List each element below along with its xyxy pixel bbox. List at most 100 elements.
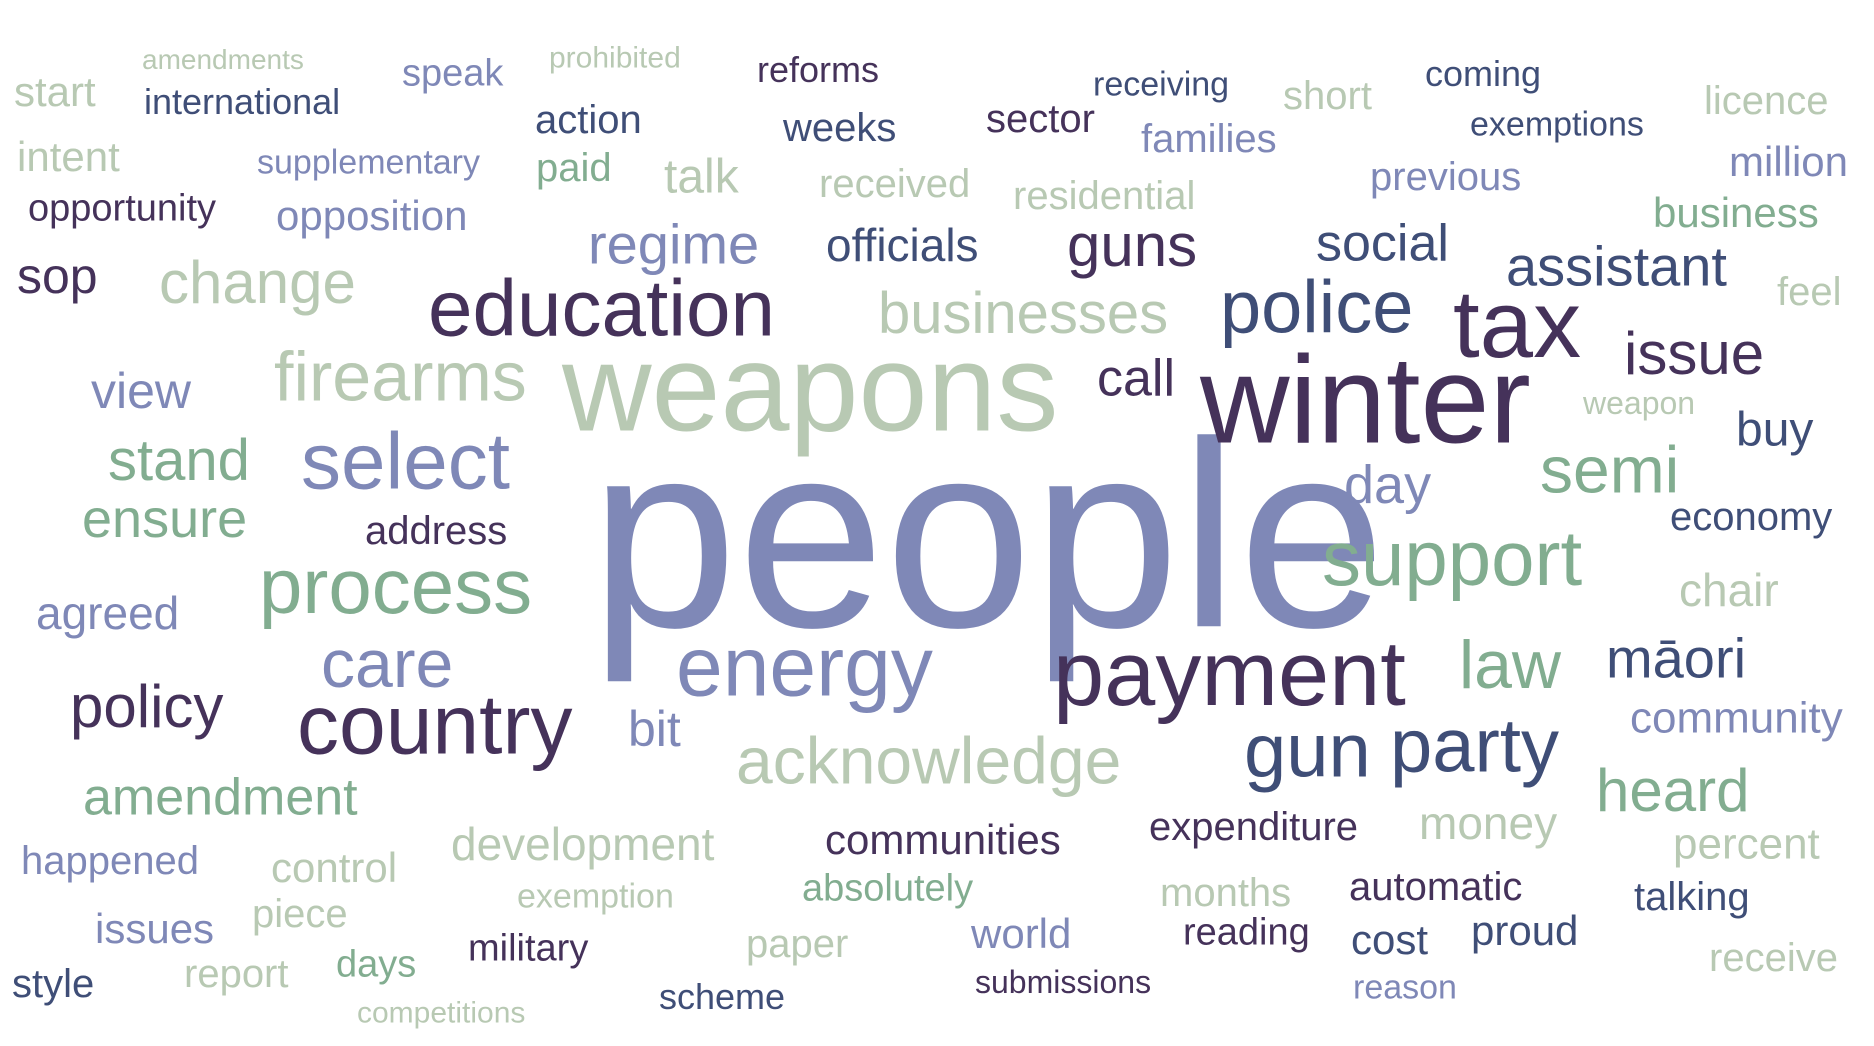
word-change: change xyxy=(159,249,356,317)
word-buy: buy xyxy=(1736,403,1814,457)
word-assistant: assistant xyxy=(1506,234,1727,298)
word-percent: percent xyxy=(1673,819,1820,869)
word-heard: heard xyxy=(1596,757,1750,825)
word-military: military xyxy=(468,927,589,970)
word-receive: receive xyxy=(1709,935,1838,980)
word-supplementary: supplementary xyxy=(257,143,481,182)
word-exemptions: exemptions xyxy=(1470,105,1644,144)
word-international: international xyxy=(144,80,341,122)
word-intent: intent xyxy=(17,133,120,181)
word-view: view xyxy=(91,363,192,419)
word-process: process xyxy=(259,542,533,631)
word-speak: speak xyxy=(402,52,504,95)
word-expenditure: expenditure xyxy=(1149,804,1359,849)
word-day: day xyxy=(1344,454,1432,515)
word-acknowledge: acknowledge xyxy=(736,723,1122,798)
word-weapon: weapon xyxy=(1583,385,1696,422)
word-paper: paper xyxy=(746,921,849,966)
word-cost: cost xyxy=(1351,916,1429,964)
word-automatic: automatic xyxy=(1349,864,1523,909)
word-law: law xyxy=(1459,626,1562,703)
word-piece: piece xyxy=(252,891,348,936)
word-families: families xyxy=(1141,116,1277,161)
word-reason: reason xyxy=(1353,968,1457,1007)
word-maori: māori xyxy=(1606,626,1747,690)
word-party: party xyxy=(1390,703,1559,789)
word-reading: reading xyxy=(1183,911,1310,954)
word-winter: winter xyxy=(1200,331,1531,470)
word-world: world xyxy=(971,910,1072,958)
word-control: control xyxy=(271,844,398,892)
word-previous: previous xyxy=(1370,154,1522,199)
word-sop: sop xyxy=(17,248,98,304)
word-received: received xyxy=(819,161,971,206)
word-start: start xyxy=(14,68,96,116)
word-report: report xyxy=(184,951,289,996)
word-money: money xyxy=(1419,797,1558,850)
word-amendment: amendment xyxy=(83,768,358,827)
word-happened: happened xyxy=(21,838,199,883)
word-weeks: weeks xyxy=(783,105,897,150)
word-issues: issues xyxy=(95,905,215,953)
word-chair: chair xyxy=(1679,564,1779,617)
word-feel: feel xyxy=(1777,269,1842,314)
word-social: social xyxy=(1316,214,1449,273)
word-weapons: weapons xyxy=(562,319,1059,458)
word-licence: licence xyxy=(1704,78,1829,123)
word-call: call xyxy=(1097,349,1176,408)
word-submissions: submissions xyxy=(975,964,1152,1001)
word-education: education xyxy=(428,263,775,353)
word-opposition: opposition xyxy=(276,192,468,240)
word-tax: tax xyxy=(1453,271,1582,379)
word-support: support xyxy=(1322,514,1583,603)
word-country: country xyxy=(297,677,573,772)
word-receiving: receiving xyxy=(1093,65,1230,104)
word-talk: talk xyxy=(664,150,739,204)
word-reforms: reforms xyxy=(757,48,880,90)
word-select: select xyxy=(301,416,510,506)
word-communities: communities xyxy=(825,816,1061,864)
word-payment: payment xyxy=(1053,623,1406,726)
word-people: people xyxy=(590,387,1386,684)
word-paid: paid xyxy=(536,145,612,190)
word-agreed: agreed xyxy=(36,587,180,640)
word-prohibited: prohibited xyxy=(549,41,681,75)
word-gun: gun xyxy=(1244,708,1371,794)
word-scheme: scheme xyxy=(659,975,786,1017)
word-exemption: exemption xyxy=(517,877,674,916)
word-amendments: amendments xyxy=(142,44,304,76)
word-coming: coming xyxy=(1425,52,1542,94)
word-style: style xyxy=(12,961,95,1006)
word-opportunity: opportunity xyxy=(28,187,217,230)
word-issue: issue xyxy=(1624,320,1765,388)
word-stand: stand xyxy=(108,427,250,493)
word-police: police xyxy=(1220,265,1414,349)
word-regime: regime xyxy=(588,212,760,276)
word-business: business xyxy=(1653,189,1819,237)
word-proud: proud xyxy=(1471,907,1579,955)
word-businesses: businesses xyxy=(878,280,1169,346)
word-community: community xyxy=(1630,693,1843,743)
word-energy: energy xyxy=(676,619,933,714)
word-months: months xyxy=(1160,870,1292,915)
word-officials: officials xyxy=(826,219,979,272)
word-sector: sector xyxy=(986,96,1095,141)
word-development: development xyxy=(451,818,715,871)
word-talking: talking xyxy=(1634,874,1750,919)
word-care: care xyxy=(321,625,454,702)
word-competitions: competitions xyxy=(357,996,526,1030)
word-address: address xyxy=(365,508,508,553)
word-ensure: ensure xyxy=(82,488,248,549)
word-residential: residential xyxy=(1013,173,1196,218)
word-days: days xyxy=(336,943,417,986)
word-action: action xyxy=(535,97,642,142)
word-policy: policy xyxy=(70,673,224,741)
word-short: short xyxy=(1283,73,1372,118)
word-firearms: firearms xyxy=(274,337,527,416)
word-million: million xyxy=(1729,138,1849,186)
word-economy: economy xyxy=(1670,494,1833,539)
word-bit: bit xyxy=(628,701,681,757)
word-guns: guns xyxy=(1067,212,1198,280)
word-semi: semi xyxy=(1540,432,1680,507)
